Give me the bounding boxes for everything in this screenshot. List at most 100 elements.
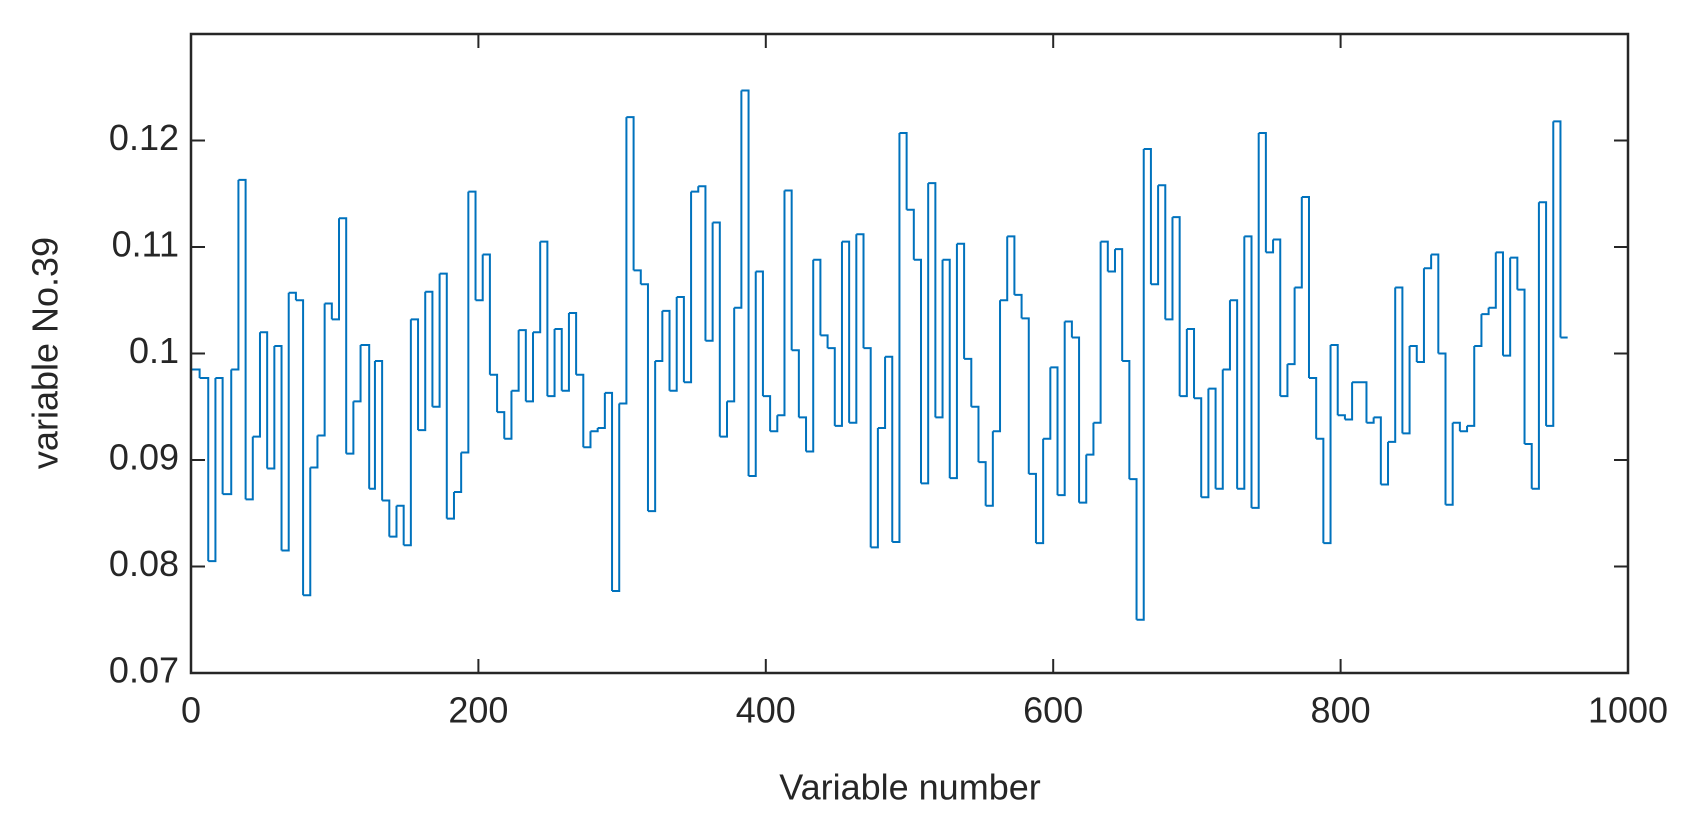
step-segment xyxy=(1344,382,1354,421)
step-segment xyxy=(1071,336,1081,503)
step-segment xyxy=(1086,422,1095,456)
step-segment xyxy=(259,331,269,469)
y-tick-label: 0.08 xyxy=(109,543,179,584)
step-segment xyxy=(971,405,980,463)
step-segment xyxy=(215,376,224,495)
step-segment xyxy=(1316,437,1325,544)
step-segment xyxy=(770,415,779,433)
step-segment xyxy=(461,191,470,454)
step-segment xyxy=(482,253,491,375)
step-segment xyxy=(705,222,714,342)
step-segment xyxy=(1395,286,1404,434)
step-segment xyxy=(1409,345,1418,363)
step-segment xyxy=(425,290,434,407)
step-segment xyxy=(1423,254,1433,270)
step-segment xyxy=(899,132,908,210)
step-segment xyxy=(755,270,764,397)
step-segment xyxy=(497,411,506,439)
step-segment xyxy=(597,392,606,430)
step-segment xyxy=(468,190,477,301)
step-segment xyxy=(231,179,240,371)
step-segment xyxy=(920,183,930,485)
step-segment xyxy=(619,117,628,405)
step-segment xyxy=(369,360,376,490)
y-tick-label: 0.07 xyxy=(109,650,179,691)
step-segment xyxy=(303,467,312,597)
step-segment xyxy=(511,330,520,392)
step-segment xyxy=(360,343,371,489)
step-segment xyxy=(935,259,944,419)
x-tick-label: 400 xyxy=(736,690,796,731)
step-segment xyxy=(1143,148,1152,285)
step-segment xyxy=(331,218,341,321)
step-segment xyxy=(1064,320,1073,338)
step-segment xyxy=(1467,346,1476,427)
step-segment xyxy=(547,329,556,398)
step-segment xyxy=(238,178,247,500)
step-segment xyxy=(1229,299,1239,489)
step-segment xyxy=(1028,472,1037,544)
step-segment xyxy=(655,310,664,362)
step-segment xyxy=(590,428,599,433)
step-segment xyxy=(820,334,829,349)
step-segment xyxy=(389,505,398,538)
step-segment xyxy=(568,312,578,375)
step-segment xyxy=(1308,376,1318,439)
step-segment xyxy=(849,234,858,424)
step-segment xyxy=(432,273,441,408)
step-segment xyxy=(777,190,786,417)
step-segment xyxy=(1431,253,1440,354)
step-segment xyxy=(288,291,297,301)
step-segment xyxy=(798,416,808,452)
step-segment xyxy=(504,390,513,440)
step-segment xyxy=(806,259,815,453)
step-segment xyxy=(1287,287,1296,366)
step-segment xyxy=(439,272,448,519)
step-segment xyxy=(1524,443,1533,489)
step-segment xyxy=(964,357,973,407)
step-segment xyxy=(1452,421,1461,432)
step-segment xyxy=(245,436,254,501)
step-segment xyxy=(1445,422,1454,506)
x-tick-label: 200 xyxy=(448,690,508,731)
step-segment xyxy=(669,297,678,392)
step-segment xyxy=(1014,293,1023,319)
step-segment xyxy=(346,401,355,455)
x-tick-label: 600 xyxy=(1023,690,1083,731)
step-segment xyxy=(698,185,707,341)
step-segment xyxy=(626,116,635,271)
step-segment xyxy=(784,189,793,351)
step-segment xyxy=(518,329,527,402)
step-segment xyxy=(712,221,721,437)
step-segment xyxy=(1107,249,1116,273)
step-segment xyxy=(683,191,693,384)
step-segment xyxy=(1007,235,1016,295)
step-segment xyxy=(1186,328,1196,399)
step-segment xyxy=(841,240,851,423)
step-segment xyxy=(1538,201,1548,426)
step-segment xyxy=(1057,321,1066,497)
step-segment xyxy=(791,349,800,418)
step-segment xyxy=(1158,184,1167,320)
step-segment xyxy=(1517,288,1526,445)
step-segment xyxy=(1122,359,1131,480)
step-segment xyxy=(719,401,729,438)
step-segment xyxy=(576,373,585,448)
step-segment xyxy=(1100,240,1109,272)
step-segment xyxy=(1093,241,1102,424)
step-segment xyxy=(949,243,958,480)
step-segment xyxy=(892,133,901,544)
step-segment xyxy=(676,296,685,383)
step-segment xyxy=(453,452,463,493)
step-segment xyxy=(317,303,326,437)
step-segment xyxy=(310,435,319,469)
step-segment xyxy=(1301,195,1310,378)
step-segment xyxy=(1553,120,1562,338)
y-axis-label: variable No.39 xyxy=(25,237,66,469)
step-segment xyxy=(1000,236,1009,302)
step-segment xyxy=(647,360,657,513)
step-segment xyxy=(382,499,391,537)
step-segment xyxy=(1251,133,1260,509)
step-segment xyxy=(827,347,836,426)
